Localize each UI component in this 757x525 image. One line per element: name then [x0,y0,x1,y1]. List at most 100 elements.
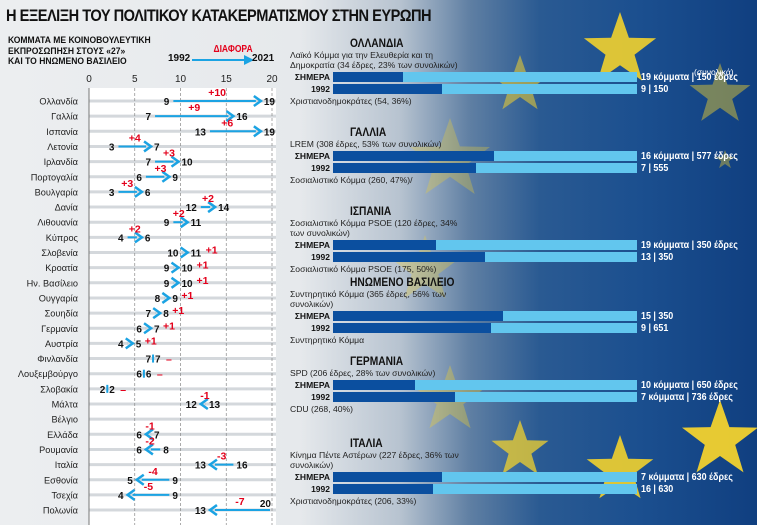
value-label: 9 [164,97,170,108]
country-label: Ην. Βασίλειο [27,278,78,288]
value-label: 2 [100,385,106,396]
bar-total: 9 | 150 [641,83,669,95]
bar-today: ΣΗΜΕΡΑ 7 κόμματα | 630 έδρες [290,471,750,483]
star-icon [391,235,459,299]
arrow-head-icon [179,216,190,229]
value-label: 7 [145,112,151,123]
bar-label: 1992 [311,484,330,494]
bar-label: ΣΗΜΕΡΑ [294,151,330,161]
diff-label: +2 [129,223,141,235]
bar-total: 19 κόμματα | 150 έδρες [641,71,738,83]
bar-label: 1992 [311,323,330,333]
value-label: 7 [145,355,151,366]
diff-label: -1 [145,420,154,432]
value-label: 8 [155,294,161,305]
value-label: 6 [136,445,142,456]
bar-track [333,252,637,262]
country-panel: ΗΝΩΜΕΝΟ ΒΑΣΙΛΕΙΟ Συντηρητικό Κόμμα (365 … [290,276,750,346]
value-label: 16 [236,461,248,472]
bar-label: 1992 [311,163,330,173]
diff-label: +10 [208,87,226,99]
x-tick-label: 15 [221,74,233,85]
diff-label: +3 [163,148,175,160]
star-icon [715,150,735,169]
star-icon [586,435,654,499]
bar-track [333,472,637,482]
star-icon [583,12,657,81]
bar-total: 9 | 651 [641,322,669,334]
country-label: Φινλανδία [37,354,78,364]
bar-share-fill [333,380,416,390]
value-label: 16 [236,112,248,123]
past-party-note: Σοσιαλιστικό Κόμμα PSOE (175, 50%) [290,264,437,274]
value-label: 6 [136,370,142,381]
country-label: Τσεχία [51,490,78,500]
diff-label: -7 [235,496,244,508]
value-label: 13 [195,506,207,517]
value-label: 9 [172,294,178,305]
country-panel: ΙΣΠΑΝΙΑ Σοσιαλιστικό Κόμμα PSOE (120 έδρ… [290,205,750,275]
value-label: 12 [186,203,198,214]
bar-1992: 1992 7 κόμματα | 736 έδρες [290,391,750,403]
bar-1992: 1992 7 | 555 [290,162,750,174]
value-label: 9 [172,476,178,487]
bar-track [333,484,637,494]
bar-1992: 1992 16 | 630 [290,483,750,495]
country-label: Σλοβακία [40,384,78,394]
diff-label: +2 [173,208,185,220]
value-label: 13 [209,400,221,411]
value-label: 6 [145,233,151,244]
past-party-note: Χριστιανοδημοκράτες (206, 33%) [290,496,417,506]
country-label: Κροατία [45,263,78,273]
bar-track [333,72,637,82]
bar-today: ΣΗΜΕΡΑ 10 κόμματα | 650 έδρες [290,379,750,391]
top-party-note: Λαϊκό Κόμμα για την Ελευθερία και τη Δημ… [290,50,458,70]
country-label: Σλοβενία [41,248,78,258]
value-label: 2 [109,385,115,396]
value-label: 7 [154,142,160,153]
arrow-head-icon [198,397,209,411]
value-label: 3 [109,188,115,199]
bar-total: 7 κόμματα | 630 έδρες [641,471,733,483]
arrow-head-icon [143,443,154,456]
bar-share-fill [333,151,495,161]
arrow-head-icon [225,110,236,123]
bar-total: 15 | 350 [641,310,674,322]
value-label: 7 [145,158,151,169]
diff-label: -2 [145,435,154,447]
bar-label: 1992 [311,392,330,402]
subtitle-line: ΕΚΠΡΟΣΩΠΗΣΗ ΣΤΟΥΣ «27» [8,45,126,57]
legend-from: 1992 [168,53,191,64]
country-label: Λιθουανία [37,218,78,228]
bar-share-fill [333,311,504,321]
country-panel: ΟΛΛΑΝΔΙΑ Λαϊκό Κόμμα για την Ελευθερία κ… [290,37,750,107]
country-panel: ΙΤΑΛΙΑ Κίνημα Πέντε Αστέρων (227 έδρες, … [290,437,750,507]
country-label: Εσθονία [44,475,79,485]
bar-share-fill [333,163,476,173]
country-label: Κύπρος [46,233,79,243]
top-party-note: Κίνημα Πέντε Αστέρων (227 έδρες, 36% των… [290,450,459,470]
country-label: Ουγγαρία [39,293,79,303]
bar-total: 13 | 350 [641,251,674,263]
diff-label: +6 [221,117,233,129]
panel-title: ΓΑΛΛΙΑ [350,125,387,139]
value-label: 19 [264,97,276,108]
diff-label: +1 [163,320,175,332]
arrow-head-icon [253,94,264,108]
arrow-head-icon [134,231,145,244]
value-label: 12 [186,400,198,411]
value-label: 6 [136,173,142,184]
arrow-head-icon [143,428,154,441]
panel-title: ΓΕΡΜΑΝΙΑ [350,354,404,368]
country-label: Ολλανδία [39,97,78,107]
diff-label: -4 [148,466,157,478]
top-party-note: Συντηρητικό Κόμμα (365 έδρες, 56% των συ… [290,289,447,309]
value-label: 6 [146,370,152,381]
value-label: 4 [118,339,124,350]
country-panel: ΓΕΡΜΑΝΙΑ SPD (206 έδρες, 28% των συνολικ… [290,354,750,415]
diff-label: -1 [200,390,209,402]
arrow-head-icon [143,322,154,335]
bar-share-fill [333,392,455,402]
value-label: 6 [136,324,142,335]
bar-label: 1992 [311,84,330,94]
